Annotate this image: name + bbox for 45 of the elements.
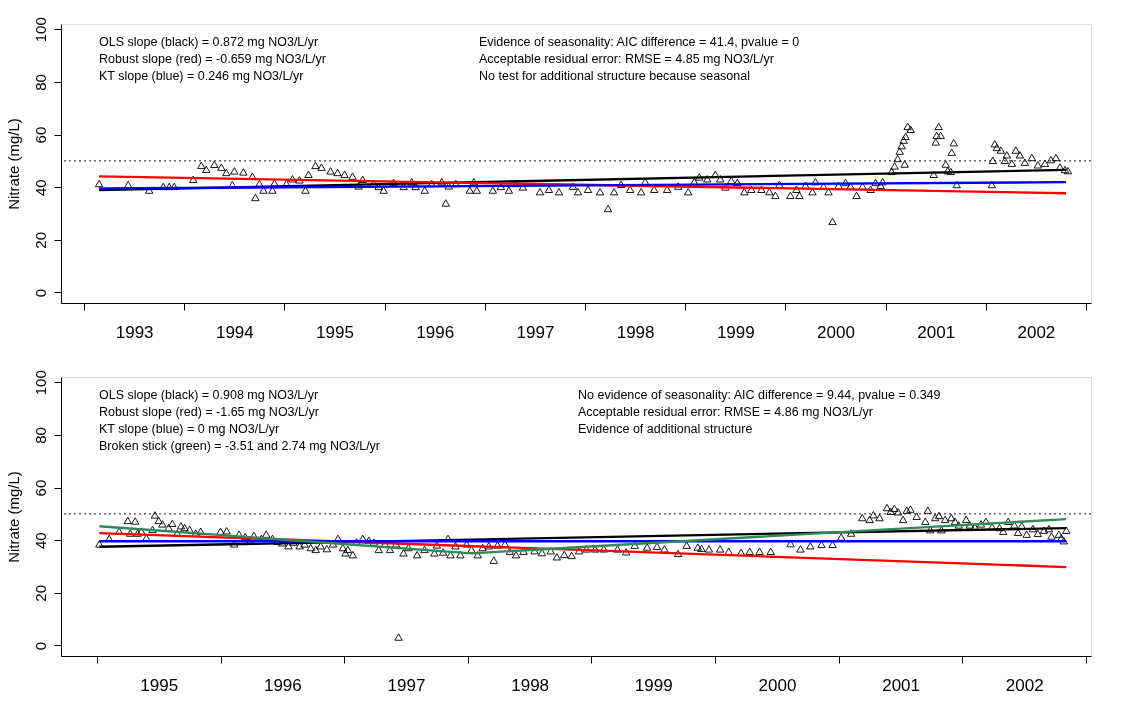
x-tick-label: 1997	[516, 322, 555, 342]
annotation: Robust slope (red) = -0.659 mg NO3/L/yr	[99, 52, 326, 66]
annotation: Evidence of seasonality: AIC difference = 41.4, pvalue = 0	[479, 35, 800, 49]
y-tick-label: 40	[31, 532, 49, 550]
y-tick-label: 80	[31, 74, 49, 91]
y-tick-label: 0	[31, 288, 49, 298]
x-tick-label: 1996	[263, 675, 302, 695]
x-tick-label: 2001	[917, 322, 956, 342]
annotation: KT slope (blue) = 0.246 mg NO3/L/yr	[99, 69, 304, 83]
x-tick-label: 1998	[511, 675, 550, 695]
y-tick-label: 60	[31, 126, 49, 144]
annotation: KT slope (blue) = 0 mg NO3/L/yr	[99, 422, 280, 436]
x-tick-label: 1995	[140, 675, 179, 695]
annotation: OLS slope (black) = 0.872 mg NO3/L/yr	[99, 35, 319, 49]
y-tick-label: 40	[31, 179, 49, 197]
annotation: No evidence of seasonality: AIC difference = 9.44, pvalue = 0.349	[578, 388, 941, 402]
y-tick-label: 20	[31, 584, 49, 602]
annotation: Broken stick (green) = -3.51 and 2.74 mg NO3/L/yr	[99, 439, 381, 453]
x-tick-label: 2000	[817, 322, 855, 342]
annotation: Acceptable residual error: RMSE = 4.86 mg NO3/L/yr	[578, 405, 873, 419]
annotation: Acceptable residual error: RMSE = 4.85 mg NO3/L/yr	[479, 52, 774, 66]
x-tick-label: 1997	[387, 675, 426, 695]
x-tick-label: 2002	[1005, 675, 1044, 695]
y-tick-label: 20	[31, 231, 49, 249]
y-tick-label: 0	[31, 641, 49, 651]
y-axis-title: Nitrate (mg/L)	[4, 118, 22, 210]
y-axis-title: Nitrate (mg/L)	[4, 471, 22, 563]
x-tick-label: 1999	[634, 675, 673, 695]
x-tick-label: 2000	[758, 675, 797, 695]
annotation: OLS slope (black) = 0.908 mg NO3/L/yr	[99, 388, 319, 402]
x-tick-label: 2002	[1017, 322, 1056, 342]
x-tick-label: 1993	[115, 322, 154, 342]
y-tick-label: 100	[31, 370, 49, 396]
y-tick-label: 80	[31, 427, 49, 444]
annotation: No test for additional structure because seasonal	[479, 69, 750, 83]
x-tick-label: 1994	[215, 322, 254, 342]
y-tick-label: 100	[31, 17, 49, 43]
x-tick-label: 1999	[716, 322, 755, 342]
annotation: Evidence of additional structure	[578, 422, 753, 436]
x-tick-label: 1998	[616, 322, 655, 342]
annotation: Robust slope (red) = -1.65 mg NO3/L/yr	[99, 405, 319, 419]
x-tick-label: 2001	[882, 675, 920, 695]
x-tick-label: 1996	[416, 322, 455, 342]
x-tick-label: 1995	[316, 322, 354, 342]
y-tick-label: 60	[31, 479, 49, 497]
